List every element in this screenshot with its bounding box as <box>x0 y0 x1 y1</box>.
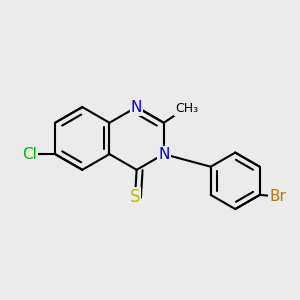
Text: S: S <box>130 188 140 206</box>
Text: Cl: Cl <box>22 147 37 162</box>
Text: N: N <box>131 100 142 115</box>
Text: N: N <box>158 147 169 162</box>
Text: CH₃: CH₃ <box>175 102 198 115</box>
Text: Br: Br <box>269 189 286 204</box>
